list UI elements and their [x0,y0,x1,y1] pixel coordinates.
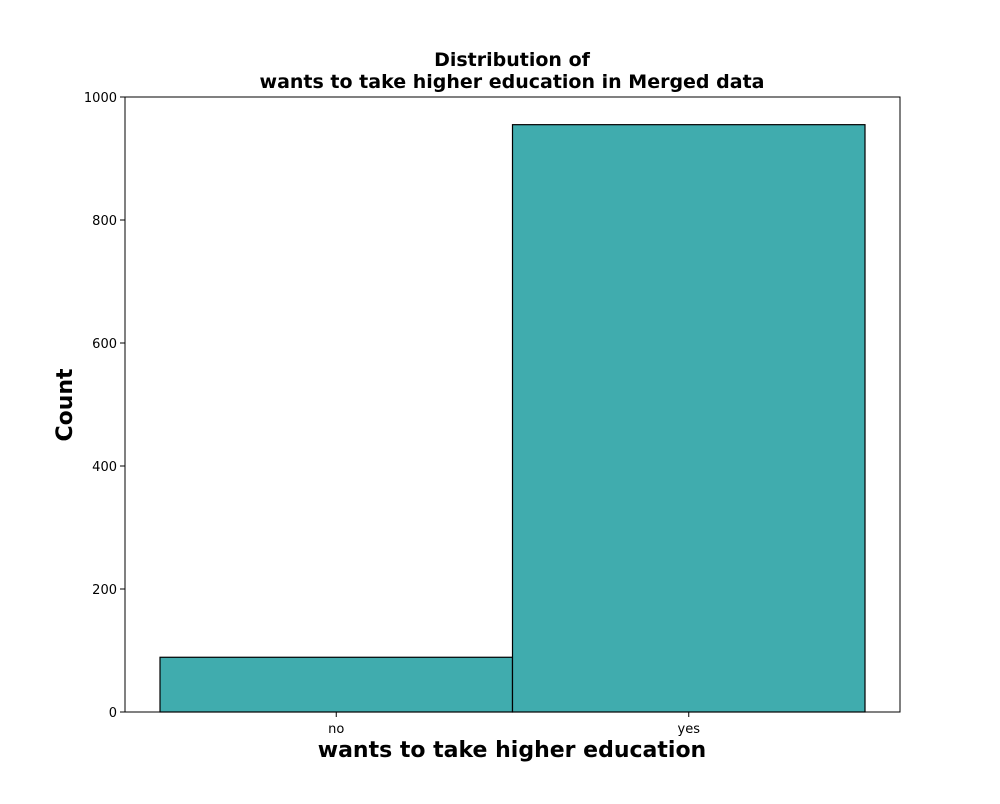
y-axis-label: Count [53,368,78,442]
y-tick-label: 0 [109,706,117,721]
bar-no [159,656,514,713]
y-tick-label: 200 [92,583,117,598]
y-tick-label: 600 [92,337,117,352]
x-tick-label: no [328,722,344,737]
y-tick-label: 1000 [84,91,117,106]
bar-yes [511,124,866,713]
chart-title-line-2: wants to take higher education in Merged… [260,71,765,93]
y-tick-label: 800 [92,214,117,229]
plot-area-frame [124,96,901,713]
y-axis-ticks: 0 200 400 600 800 1000 [84,91,125,721]
x-axis-ticks: no yes [328,712,700,737]
y-tick-label: 400 [92,460,117,475]
bars-layer [159,124,866,713]
x-tick-label: yes [678,722,701,737]
chart-title-line-1: Distribution of [434,49,591,71]
x-axis-label: wants to take higher education [318,738,706,763]
